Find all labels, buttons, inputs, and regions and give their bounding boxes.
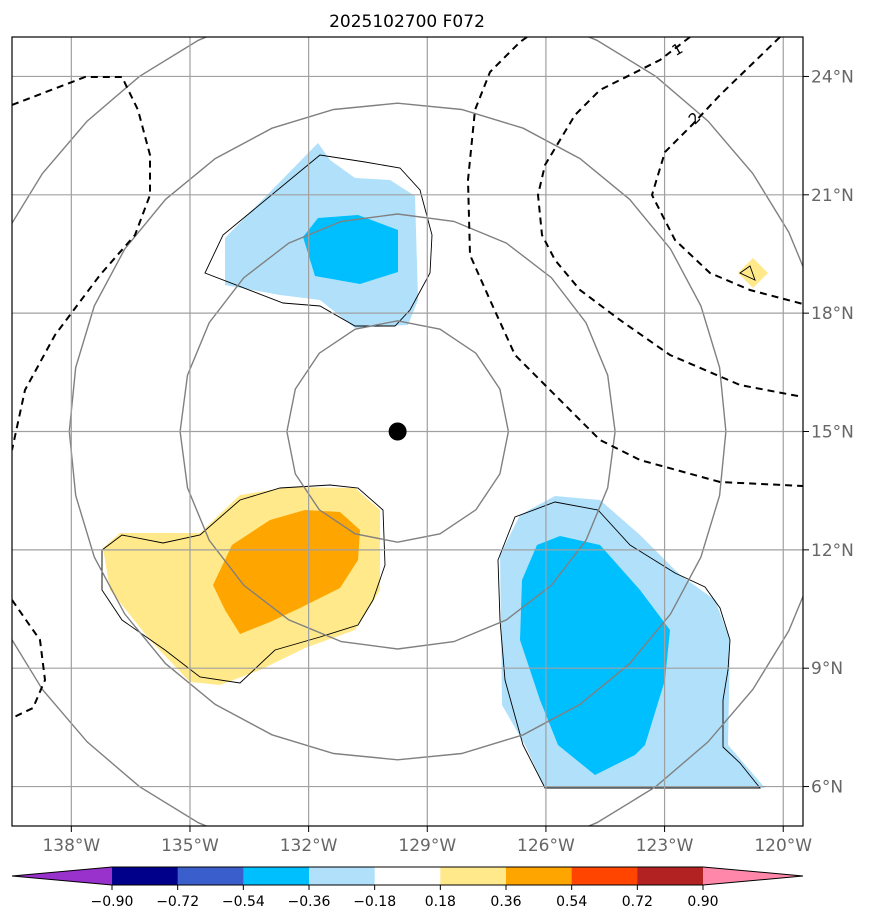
colorbar-tick-label-1: −0.72	[156, 894, 199, 910]
colorbar-segment-8	[637, 867, 704, 885]
lon-tick-label-3: 129°W	[398, 836, 456, 856]
lon-tick-label-2: 132°W	[280, 836, 338, 856]
colorbar-segment-0	[112, 867, 179, 885]
colorbar-tick-label-7: 0.54	[556, 894, 587, 910]
lon-tick-label-4: 126°W	[517, 836, 575, 856]
colorbar-tick-label-6: 0.36	[490, 894, 521, 910]
colorbar-tick-label-4: −0.18	[353, 894, 396, 910]
colorbar-tick-label-8: 0.72	[622, 894, 653, 910]
negative-anomaly-mid-north	[303, 215, 398, 284]
outline-small	[739, 265, 756, 281]
colorbar-tick-label-2: −0.54	[222, 894, 265, 910]
colorbar-segment-1	[177, 867, 244, 885]
lat-lon-grid	[12, 37, 803, 826]
colorbar-segment-4	[374, 867, 441, 885]
colorbar-extend-low	[12, 867, 112, 885]
lat-tick-label-2: 12°N	[811, 541, 854, 561]
colorbar-segment-2	[243, 867, 310, 885]
colorbar-tick-label-9: 0.90	[687, 894, 718, 910]
outline-southwest	[101, 484, 386, 684]
dashed-contour-right-2	[536, 37, 803, 398]
colorbar-tick-label-5: 0.18	[425, 894, 456, 910]
colorbar-tick-label-0: −0.90	[91, 894, 134, 910]
colorbar-extend-high	[703, 867, 803, 885]
colorbar-segment-6	[506, 867, 573, 885]
map-area: 1 2	[12, 37, 803, 826]
lat-tick-label-6: 24°N	[811, 67, 854, 87]
dashed-contours	[12, 37, 803, 719]
positive-anomaly-mid	[213, 510, 360, 634]
storm-center-marker	[388, 422, 407, 441]
colorbar: −0.90 −0.72 −0.54 −0.36 −0.18 0.18 0.36 0.54 0.7…	[11, 866, 804, 910]
negative-anomaly-mid-southeast	[520, 536, 670, 775]
lat-tick-label-4: 18°N	[811, 304, 854, 324]
shaded-regions	[103, 143, 768, 788]
lat-tick-label-1: 9°N	[811, 659, 843, 679]
lon-tick-label-6: 120°W	[754, 836, 812, 856]
lat-tick-label-0: 6°N	[811, 778, 843, 798]
dashed-contour-right-1	[466, 37, 803, 487]
lon-tick-label-1: 135°W	[161, 836, 219, 856]
colorbar-segment-7	[571, 867, 638, 885]
outline-north	[204, 154, 433, 327]
colorbar-tick-label-3: −0.36	[288, 894, 331, 910]
lat-tick-label-3: 15°N	[811, 423, 854, 443]
dashed-contour-right-3	[650, 37, 803, 305]
positive-anomaly-small	[738, 258, 768, 288]
range-ring-3	[12, 37, 803, 826]
lon-tick-label-0: 138°W	[42, 836, 100, 856]
colorbar-segment-3	[309, 867, 376, 885]
map-title: 2025102700 F072	[329, 12, 485, 32]
lat-tick-label-5: 21°N	[811, 186, 854, 206]
latitude-tick-labels: 6°N 9°N 12°N 15°N 18°N 21°N 24°N	[803, 67, 854, 798]
lon-tick-label-5: 123°W	[636, 836, 694, 856]
dashed-contour-left-2	[12, 599, 47, 719]
colorbar-segment-5	[440, 867, 507, 885]
longitude-tick-labels: 138°W 135°W 132°W 129°W 126°W 123°W 120°W	[42, 826, 812, 856]
dashed-contour-left-1	[12, 76, 151, 451]
